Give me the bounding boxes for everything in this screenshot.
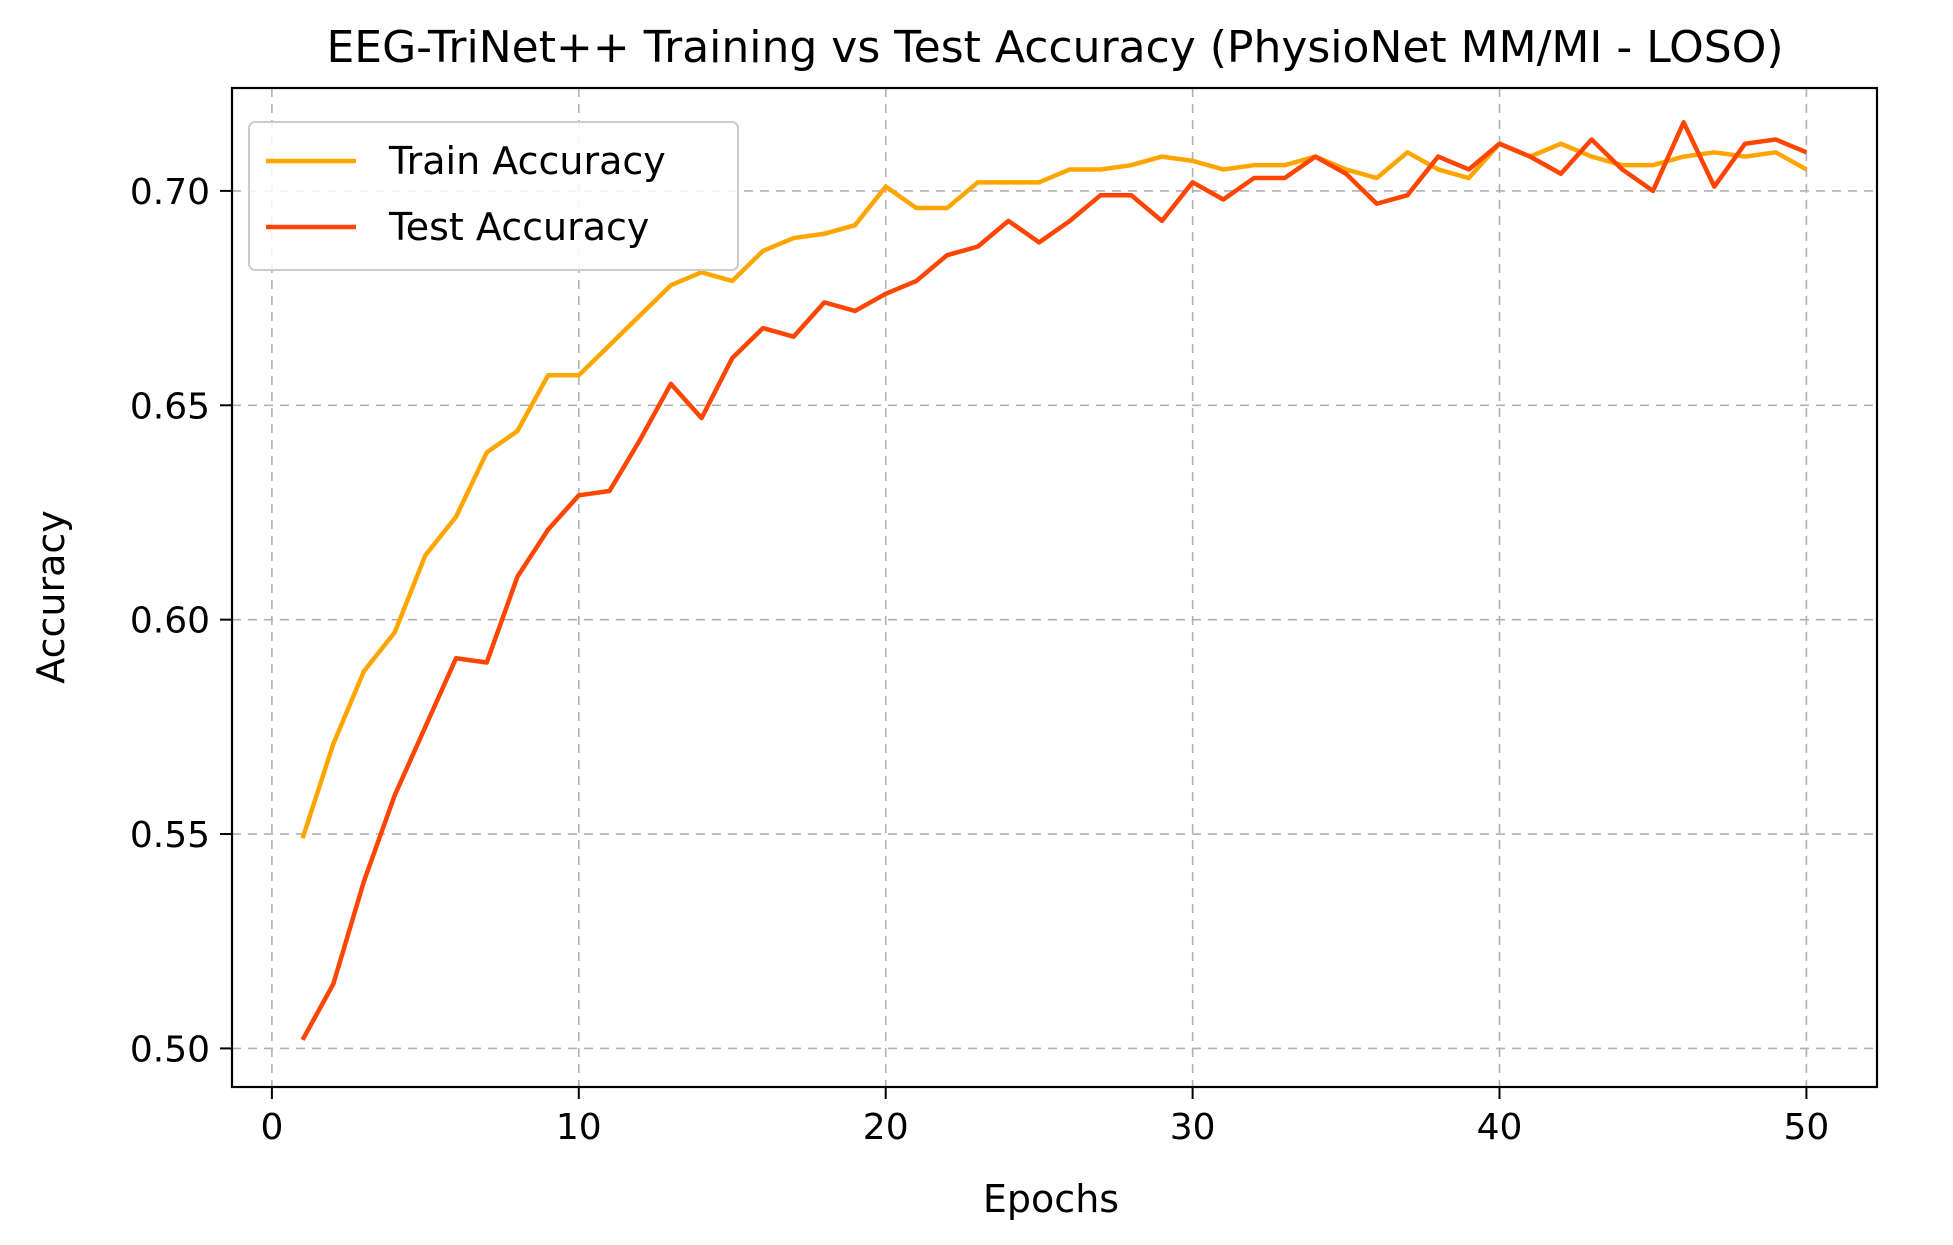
ticks: 0 10 20 30 40 50 0.50 0.55 0.60 0.65 0.70 — [130, 172, 1829, 1148]
y-tick-label: 0.65 — [130, 386, 210, 427]
x-tick-label: 10 — [556, 1107, 602, 1148]
x-tick-label: 50 — [1784, 1107, 1830, 1148]
y-axis-label: Accuracy — [29, 510, 73, 684]
x-tick-label: 20 — [863, 1107, 909, 1148]
x-tick-label: 30 — [1170, 1107, 1216, 1148]
y-tick-label: 0.60 — [130, 601, 210, 642]
x-axis-label: Epochs — [983, 1177, 1119, 1221]
legend-label-train: Train Accuracy — [388, 139, 666, 183]
train-accuracy-line — [300, 141, 1808, 840]
legend: Train Accuracy Test Accuracy — [248, 121, 739, 271]
test-accuracy-line — [300, 120, 1808, 1041]
y-tick-label: 0.50 — [130, 1029, 210, 1070]
legend-box — [248, 121, 739, 271]
x-tick-label: 40 — [1477, 1107, 1523, 1148]
x-tick-label: 0 — [260, 1107, 283, 1148]
chart-title: EEG-TriNet++ Training vs Test Accuracy (… — [326, 22, 1783, 73]
plot-area: 0 10 20 30 40 50 0.50 0.55 0.60 0.65 0.70 — [130, 86, 1879, 1148]
y-tick-label: 0.55 — [130, 815, 210, 856]
y-tick-label: 0.70 — [130, 172, 210, 213]
legend-label-test: Test Accuracy — [388, 205, 649, 249]
series-lines — [300, 120, 1808, 1041]
axes-frame — [230, 86, 1879, 1089]
